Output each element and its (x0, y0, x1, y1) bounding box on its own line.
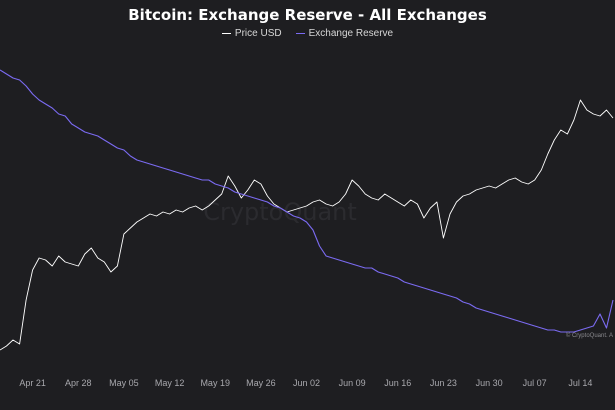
x-tick-label: May 19 (200, 378, 230, 388)
chart-legend: Price USD Exchange Reserve (0, 28, 615, 39)
x-tick-label: Jun 23 (430, 378, 457, 388)
x-tick-label: Jun 16 (384, 378, 411, 388)
x-tick-label: Jun 02 (293, 378, 320, 388)
x-tick-label: Jul 07 (523, 378, 547, 388)
chart-title: Bitcoin: Exchange Reserve - All Exchange… (128, 6, 487, 24)
x-tick-label: May 26 (246, 378, 276, 388)
x-tick-label: Jun 09 (339, 378, 366, 388)
x-tick-label: Jun 30 (476, 378, 503, 388)
x-axis: Apr 21 Apr 28 May 05 May 12 May 19 May 26 Jun … (19, 378, 592, 388)
legend-swatch-reserve (295, 32, 305, 35)
x-tick-label: Jul 14 (568, 378, 592, 388)
watermark: CryptoQuant (203, 198, 357, 226)
legend-item-price[interactable]: Price USD (221, 28, 282, 39)
exchange-reserve-line (0, 69, 614, 333)
series-layer (0, 69, 614, 351)
credit-text: © CryptoQuant. A (565, 333, 613, 339)
legend-label-reserve: Exchange Reserve (308, 28, 394, 39)
x-tick-label: Apr 21 (19, 378, 46, 388)
legend-item-reserve[interactable]: Exchange Reserve (295, 28, 394, 39)
x-tick-label: May 05 (109, 378, 139, 388)
legend-swatch-price (221, 32, 231, 35)
x-tick-label: May 12 (155, 378, 185, 388)
legend-label-price: Price USD (234, 28, 282, 39)
price-usd-line (0, 99, 614, 351)
x-tick-label: Apr 28 (65, 378, 92, 388)
